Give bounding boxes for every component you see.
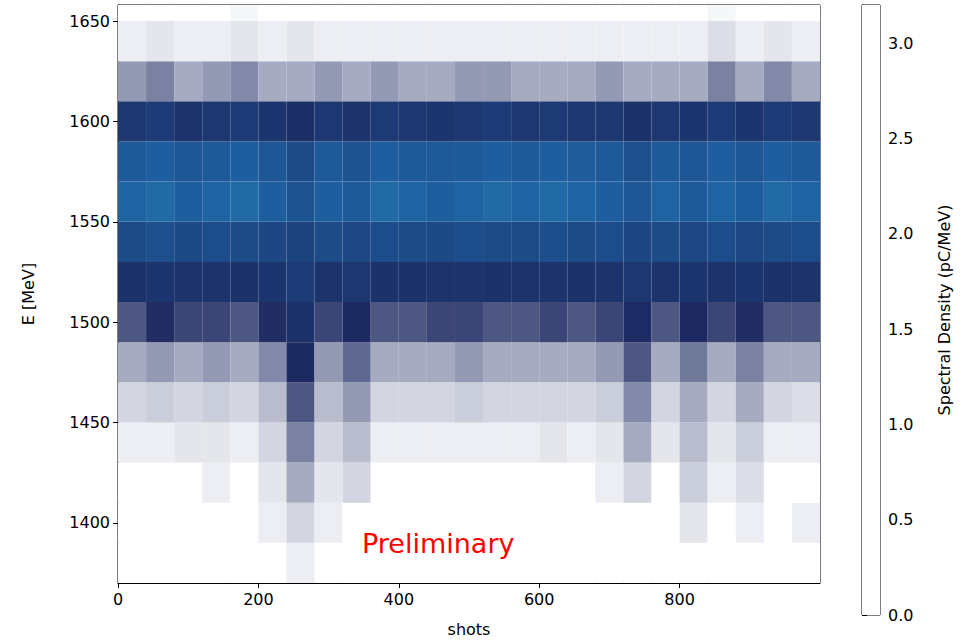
svg-text:1.0: 1.0 <box>888 415 913 434</box>
svg-text:0: 0 <box>113 590 123 609</box>
svg-text:0.0: 0.0 <box>888 606 913 625</box>
svg-text:3.0: 3.0 <box>888 34 913 53</box>
svg-text:Preliminary: Preliminary <box>362 528 514 559</box>
svg-text:800: 800 <box>664 590 695 609</box>
svg-text:200: 200 <box>243 590 274 609</box>
svg-text:E [MeV]: E [MeV] <box>19 263 38 325</box>
svg-text:1550: 1550 <box>69 212 110 231</box>
svg-text:1600: 1600 <box>69 112 110 131</box>
svg-text:2.0: 2.0 <box>888 224 913 243</box>
svg-text:1650: 1650 <box>69 12 110 31</box>
svg-text:shots: shots <box>448 620 491 639</box>
svg-text:Spectral Density (pC/MeV): Spectral Density (pC/MeV) <box>935 205 954 416</box>
svg-text:600: 600 <box>524 590 555 609</box>
svg-text:1500: 1500 <box>69 313 110 332</box>
svg-text:400: 400 <box>384 590 415 609</box>
svg-text:1450: 1450 <box>69 413 110 432</box>
svg-text:1.5: 1.5 <box>888 320 913 339</box>
svg-text:2.5: 2.5 <box>888 129 913 148</box>
svg-text:0.5: 0.5 <box>888 510 913 529</box>
svg-text:1400: 1400 <box>69 513 110 532</box>
